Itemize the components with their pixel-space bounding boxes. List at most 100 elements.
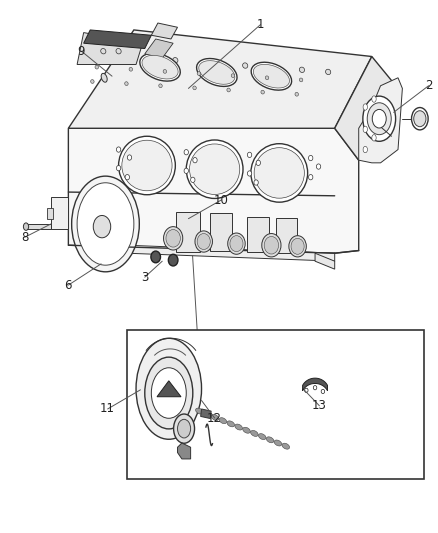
Ellipse shape [195, 231, 212, 252]
Ellipse shape [168, 254, 178, 266]
Ellipse shape [247, 152, 252, 158]
Text: 9: 9 [78, 45, 85, 58]
Polygon shape [177, 212, 201, 252]
Ellipse shape [253, 64, 290, 88]
Ellipse shape [321, 389, 325, 393]
Ellipse shape [140, 53, 180, 81]
Text: 10: 10 [214, 193, 229, 207]
Ellipse shape [72, 176, 139, 272]
Ellipse shape [316, 164, 321, 169]
Ellipse shape [199, 61, 235, 84]
Text: 8: 8 [21, 231, 28, 244]
Polygon shape [84, 30, 151, 49]
Polygon shape [210, 213, 232, 251]
Ellipse shape [117, 147, 121, 152]
Ellipse shape [23, 223, 28, 230]
Ellipse shape [91, 79, 94, 83]
Text: 2: 2 [425, 79, 432, 92]
Ellipse shape [184, 150, 188, 155]
Polygon shape [68, 30, 372, 128]
Ellipse shape [274, 440, 282, 446]
Ellipse shape [363, 96, 396, 141]
Ellipse shape [264, 237, 279, 254]
Polygon shape [303, 378, 328, 391]
Ellipse shape [197, 59, 237, 86]
Ellipse shape [197, 233, 210, 249]
Ellipse shape [193, 158, 197, 163]
Ellipse shape [282, 443, 290, 449]
Ellipse shape [235, 424, 242, 430]
Ellipse shape [313, 385, 317, 390]
Ellipse shape [193, 86, 196, 90]
Text: 13: 13 [312, 399, 327, 413]
Ellipse shape [304, 388, 308, 392]
Ellipse shape [266, 437, 274, 443]
Ellipse shape [190, 144, 240, 195]
Text: 1: 1 [257, 18, 264, 31]
Ellipse shape [101, 74, 107, 82]
Ellipse shape [230, 236, 243, 252]
Ellipse shape [136, 338, 201, 439]
Ellipse shape [367, 103, 391, 135]
Ellipse shape [145, 357, 193, 429]
Ellipse shape [372, 135, 376, 141]
Ellipse shape [243, 427, 250, 433]
Ellipse shape [163, 69, 166, 73]
Polygon shape [315, 253, 335, 269]
Ellipse shape [256, 160, 261, 165]
Ellipse shape [166, 230, 180, 247]
Ellipse shape [273, 65, 279, 70]
Ellipse shape [231, 74, 235, 77]
Ellipse shape [119, 136, 175, 195]
Ellipse shape [258, 434, 266, 440]
Ellipse shape [228, 233, 245, 254]
Ellipse shape [95, 65, 99, 69]
Ellipse shape [116, 49, 121, 54]
Ellipse shape [414, 111, 426, 127]
Ellipse shape [101, 49, 106, 54]
Ellipse shape [265, 76, 269, 79]
Ellipse shape [77, 183, 134, 265]
Polygon shape [359, 78, 403, 163]
Ellipse shape [127, 155, 132, 160]
Ellipse shape [117, 165, 121, 171]
Polygon shape [51, 197, 68, 229]
Ellipse shape [227, 88, 230, 92]
Ellipse shape [173, 58, 178, 63]
Polygon shape [157, 381, 181, 397]
Polygon shape [151, 23, 177, 39]
Ellipse shape [251, 144, 307, 202]
Ellipse shape [243, 63, 248, 68]
Ellipse shape [295, 92, 298, 96]
Ellipse shape [363, 126, 367, 133]
Ellipse shape [412, 108, 428, 130]
Ellipse shape [291, 238, 304, 254]
Ellipse shape [177, 419, 191, 438]
Ellipse shape [216, 61, 222, 66]
Polygon shape [335, 56, 398, 160]
Polygon shape [77, 33, 143, 64]
Polygon shape [26, 224, 51, 229]
Bar [127, 330, 424, 479]
Polygon shape [68, 123, 359, 253]
Ellipse shape [186, 140, 243, 198]
Text: 6: 6 [65, 279, 72, 292]
Ellipse shape [125, 82, 128, 85]
Ellipse shape [163, 227, 183, 250]
Ellipse shape [227, 421, 235, 427]
Ellipse shape [211, 415, 219, 421]
Ellipse shape [142, 55, 178, 79]
Polygon shape [177, 443, 191, 459]
Ellipse shape [196, 408, 203, 414]
Ellipse shape [372, 96, 376, 102]
Ellipse shape [299, 78, 303, 82]
Ellipse shape [308, 174, 313, 180]
Ellipse shape [197, 71, 201, 75]
Ellipse shape [262, 233, 281, 257]
Ellipse shape [219, 418, 227, 424]
Ellipse shape [122, 140, 172, 191]
Polygon shape [46, 208, 53, 219]
Ellipse shape [151, 251, 160, 263]
Polygon shape [145, 39, 173, 58]
Polygon shape [201, 409, 211, 418]
